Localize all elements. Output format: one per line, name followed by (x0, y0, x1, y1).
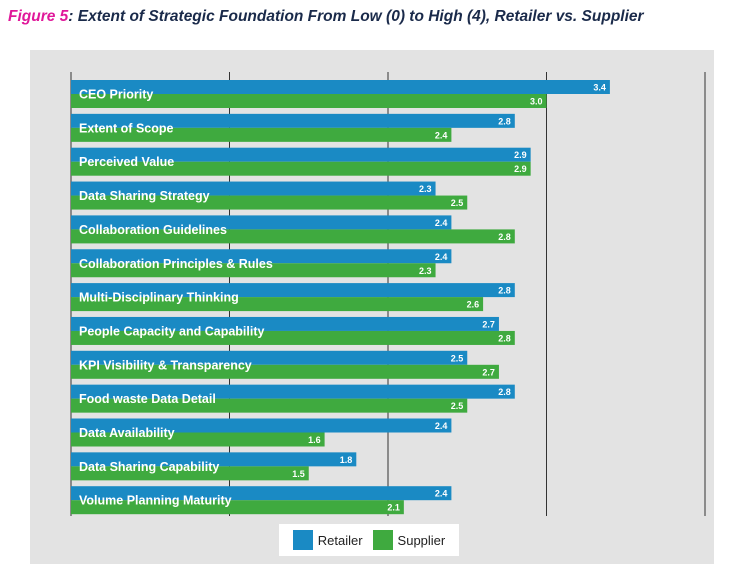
bar-retailer-0 (71, 80, 610, 94)
value-label-supplier-9: 2.5 (451, 401, 464, 411)
category-label-11: Data Sharing Capability (79, 460, 219, 474)
bar-retailer-3 (71, 181, 436, 196)
bar-supplier-5 (71, 263, 436, 278)
category-label-7: People Capacity and Capability (79, 324, 265, 338)
bar-retailer-2 (71, 147, 531, 162)
category-label-8: KPI Visibility & Transparency (79, 358, 252, 372)
value-label-supplier-3: 2.5 (451, 198, 464, 208)
value-label-retailer-2: 2.9 (514, 150, 527, 160)
bar-retailer-10 (71, 418, 452, 433)
category-label-3: Data Sharing Strategy (79, 189, 210, 203)
chart-title: Figure 5: Extent of Strategic Foundation… (8, 8, 736, 26)
value-label-supplier-4: 2.8 (498, 232, 511, 242)
value-label-supplier-5: 2.3 (419, 266, 432, 276)
category-label-4: Collaboration Guidelines (79, 223, 227, 237)
category-label-0: CEO Priority (79, 88, 153, 102)
legend-label-retailer: Retailer (317, 532, 363, 548)
value-label-supplier-11: 1.5 (292, 469, 305, 479)
bar-supplier-4 (71, 229, 515, 244)
value-label-retailer-7: 2.7 (482, 319, 495, 329)
bar-supplier-1 (71, 127, 452, 142)
legend-item-supplier: Supplier (372, 530, 446, 550)
bar-supplier-2 (71, 161, 531, 176)
bar-retailer-7 (71, 316, 499, 331)
bar-supplier-12 (71, 500, 404, 515)
bar-supplier-0 (71, 94, 547, 108)
category-label-9: Food waste Data Detail (79, 392, 216, 406)
bar-supplier-6 (71, 297, 484, 312)
value-label-supplier-2: 2.9 (514, 164, 527, 174)
category-label-6: Multi-Disciplinary Thinking (79, 291, 239, 305)
value-label-retailer-3: 2.3 (419, 184, 432, 194)
legend: Retailer Supplier (279, 524, 459, 556)
value-label-retailer-1: 2.8 (498, 116, 511, 126)
value-label-supplier-12: 2.1 (387, 503, 400, 513)
bar-retailer-8 (71, 350, 468, 365)
value-label-retailer-9: 2.8 (498, 387, 511, 397)
value-label-retailer-6: 2.8 (498, 286, 511, 296)
bar-supplier-3 (71, 195, 468, 210)
value-label-supplier-7: 2.8 (498, 333, 511, 343)
value-label-supplier-8: 2.7 (482, 367, 495, 377)
bar-supplier-9 (71, 398, 468, 413)
legend-swatch-supplier (372, 530, 393, 550)
value-label-supplier-0: 3.0 (530, 97, 543, 107)
value-label-supplier-1: 2.4 (435, 130, 448, 140)
value-label-retailer-0: 3.4 (593, 83, 606, 93)
category-label-5: Collaboration Principles & Rules (79, 257, 273, 271)
bar-supplier-11 (71, 466, 309, 481)
bar-retailer-6 (71, 283, 515, 298)
category-label-10: Data Availability (79, 426, 175, 440)
category-label-12: Volume Planning Maturity (79, 494, 232, 508)
bar-supplier-10 (71, 432, 325, 447)
category-label-2: Perceived Value (79, 155, 174, 169)
value-label-supplier-10: 1.6 (308, 435, 321, 445)
title-text: : Extent of Strategic Foundation From Lo… (68, 8, 644, 25)
value-label-retailer-11: 1.8 (340, 455, 353, 465)
value-label-retailer-4: 2.4 (435, 218, 448, 228)
bar-retailer-1 (71, 113, 515, 128)
value-label-supplier-6: 2.6 (467, 300, 480, 310)
legend-item-retailer: Retailer (292, 530, 363, 550)
legend-swatch-retailer (292, 530, 313, 550)
value-label-retailer-12: 2.4 (435, 489, 448, 499)
bar-retailer-9 (71, 384, 515, 399)
figure-number: Figure 5 (8, 8, 69, 25)
value-label-retailer-5: 2.4 (435, 252, 448, 262)
legend-label-supplier: Supplier (397, 532, 446, 548)
value-label-retailer-8: 2.5 (451, 353, 464, 363)
value-label-retailer-10: 2.4 (435, 421, 448, 431)
bar-retailer-12 (71, 486, 452, 501)
bar-retailer-5 (71, 249, 452, 264)
category-label-1: Extent of Scope (79, 121, 174, 135)
bar-retailer-11 (71, 452, 357, 467)
bar-retailer-4 (71, 215, 452, 230)
bar-supplier-8 (71, 364, 499, 379)
bar-supplier-7 (71, 330, 515, 345)
